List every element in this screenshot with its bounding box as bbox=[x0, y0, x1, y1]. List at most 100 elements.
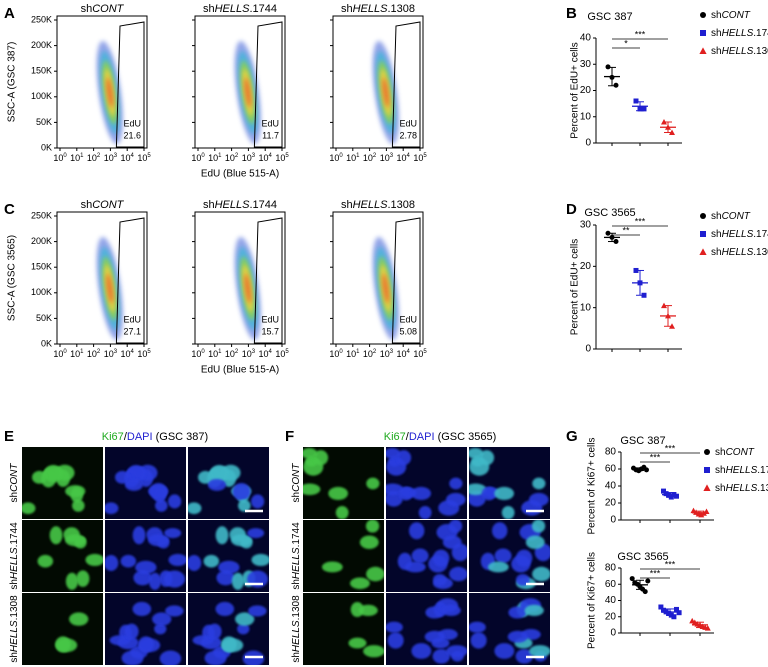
y-tick-label: 60 bbox=[605, 579, 617, 590]
point bbox=[666, 611, 672, 616]
nucleus bbox=[55, 636, 71, 653]
x-tick-label: 104 bbox=[121, 153, 135, 164]
tick-exponent: 5 bbox=[285, 349, 289, 355]
label-part: sh bbox=[341, 199, 353, 211]
point bbox=[676, 610, 682, 616]
tick-exponent: 3 bbox=[252, 349, 256, 355]
tick-exponent: 0 bbox=[201, 349, 205, 355]
label-part: sh bbox=[715, 483, 726, 494]
point bbox=[700, 231, 706, 237]
plot-title: shHELLS.1744 bbox=[203, 199, 277, 211]
y-tick-label: 0 bbox=[610, 628, 616, 639]
tick-base: 10 bbox=[259, 349, 269, 359]
label-part: .1308 bbox=[753, 46, 768, 57]
label-part: CONT bbox=[291, 463, 302, 492]
image-cells bbox=[22, 464, 86, 515]
density-layer bbox=[106, 77, 113, 108]
label-part: sh bbox=[711, 46, 722, 57]
nucleus bbox=[70, 487, 84, 503]
y-tick-label: 150K bbox=[31, 66, 52, 76]
nucleus bbox=[148, 572, 162, 590]
nucleus bbox=[215, 526, 229, 545]
nucleus bbox=[532, 566, 550, 582]
nucleus bbox=[515, 648, 534, 664]
x-tick-label: 101 bbox=[70, 153, 84, 164]
label-part: .1744 bbox=[753, 28, 768, 39]
nucleus bbox=[418, 505, 432, 519]
label-part: .1308 bbox=[753, 247, 768, 258]
point bbox=[674, 606, 679, 612]
image-cells bbox=[303, 448, 380, 519]
density-cloud bbox=[234, 41, 261, 145]
x-tick-label: 101 bbox=[346, 153, 360, 164]
nucleus bbox=[221, 636, 237, 653]
panel-letter: C bbox=[4, 201, 15, 218]
label-part: sh bbox=[291, 579, 302, 590]
nucleus bbox=[235, 612, 255, 626]
image-cells bbox=[469, 448, 549, 519]
tick-exponent: 4 bbox=[407, 153, 411, 159]
nucleus bbox=[386, 621, 403, 633]
tick-exponent: 5 bbox=[147, 153, 151, 159]
y-tick-label: 10 bbox=[580, 302, 592, 313]
y-tick-label: 200K bbox=[31, 236, 52, 246]
tick-base: 10 bbox=[397, 153, 407, 163]
x-tick-label: 102 bbox=[87, 153, 101, 164]
nucleus bbox=[135, 560, 157, 574]
x-tick-label: 100 bbox=[53, 153, 67, 164]
nucleus bbox=[470, 632, 487, 649]
x-tick-label: 103 bbox=[242, 153, 256, 164]
nucleus bbox=[411, 486, 432, 501]
nucleus bbox=[204, 650, 227, 665]
tick-base: 10 bbox=[346, 349, 356, 359]
plot-title: GSC 387 bbox=[587, 11, 632, 23]
tick-base: 10 bbox=[137, 153, 147, 163]
nucleus bbox=[432, 549, 450, 567]
gate-value: 15.7 bbox=[261, 326, 279, 336]
nucleus bbox=[449, 566, 467, 582]
point bbox=[633, 98, 639, 104]
density-layer bbox=[244, 273, 251, 304]
density-layer bbox=[382, 77, 389, 108]
x-tick-label: 101 bbox=[70, 349, 84, 360]
nucleus bbox=[335, 505, 349, 519]
nucleus bbox=[149, 482, 168, 501]
label-part: .1308 bbox=[387, 199, 415, 211]
nucleus bbox=[124, 478, 144, 491]
label-part: sh bbox=[711, 211, 722, 222]
x-tick-label: 105 bbox=[413, 153, 427, 164]
point bbox=[613, 82, 619, 88]
significance-label: *** bbox=[650, 568, 661, 578]
x-tick-label: 105 bbox=[413, 349, 427, 360]
nucleus bbox=[358, 604, 378, 617]
tick-base: 10 bbox=[53, 153, 63, 163]
nucleus bbox=[168, 553, 186, 566]
nucleus bbox=[132, 526, 146, 545]
nucleus bbox=[138, 636, 154, 653]
nucleus bbox=[232, 482, 251, 501]
tick-exponent: 2 bbox=[97, 153, 101, 159]
nucleus bbox=[207, 623, 222, 640]
image-background bbox=[22, 593, 103, 665]
plot-frame bbox=[194, 15, 286, 149]
x-tick-label: 103 bbox=[380, 349, 394, 360]
nucleus bbox=[532, 477, 546, 490]
nucleus bbox=[237, 623, 250, 635]
label-part: sh bbox=[711, 28, 722, 39]
tick-exponent: 2 bbox=[97, 349, 101, 355]
density-cloud bbox=[372, 41, 399, 145]
tick-exponent: 0 bbox=[63, 349, 67, 355]
nucleus bbox=[115, 470, 130, 484]
significance-label: *** bbox=[635, 216, 646, 226]
x-tick-label: 103 bbox=[104, 153, 118, 164]
point bbox=[704, 449, 710, 455]
tick-base: 10 bbox=[87, 153, 97, 163]
tick-base: 10 bbox=[53, 349, 63, 359]
tick-exponent: 4 bbox=[407, 349, 411, 355]
label-part: HELLS bbox=[722, 229, 754, 240]
image-cells bbox=[469, 598, 550, 664]
point bbox=[700, 213, 706, 219]
label-part: HELLS bbox=[726, 465, 758, 476]
nucleus bbox=[507, 630, 528, 643]
density-layer bbox=[244, 77, 251, 108]
